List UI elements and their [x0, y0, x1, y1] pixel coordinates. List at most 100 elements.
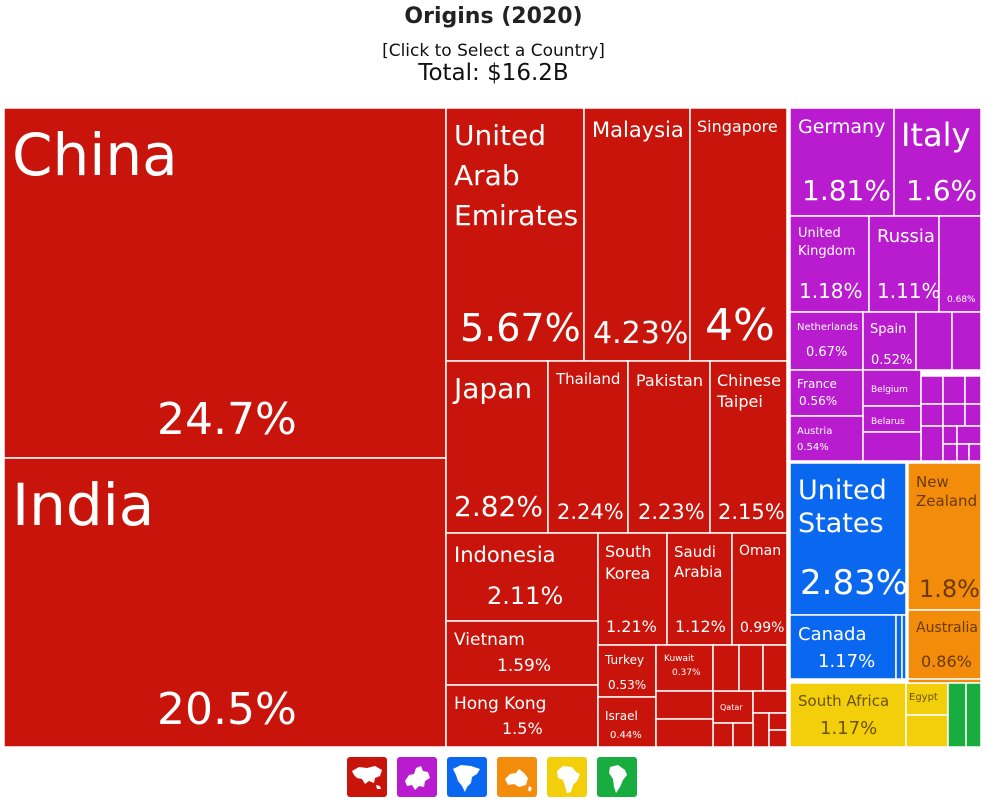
- legend-south-america[interactable]: [597, 757, 637, 797]
- tile-small-30[interactable]: [947, 682, 967, 748]
- tile-small-21[interactable]: [956, 425, 982, 445]
- legend-africa[interactable]: [547, 757, 587, 797]
- tile-malaysia[interactable]: [583, 107, 691, 362]
- tile-pakistan[interactable]: [627, 360, 711, 534]
- tile-austria[interactable]: [789, 415, 864, 462]
- tile-chinese-taipei[interactable]: [709, 360, 788, 534]
- tile-spain[interactable]: [862, 311, 917, 371]
- tile-label-malaysia: Malaysia: [592, 118, 684, 142]
- tile-italy[interactable]: [893, 107, 982, 217]
- tile-small-6[interactable]: [768, 729, 788, 748]
- tile-hong-kong[interactable]: [445, 684, 599, 748]
- tile-small-14[interactable]: [942, 375, 966, 405]
- tile-small-7[interactable]: [712, 722, 734, 748]
- tile-small-23[interactable]: [956, 443, 970, 462]
- tile-label-united-arab-emirates: Emirates: [454, 199, 578, 232]
- tile-label-canada: Canada: [798, 624, 867, 645]
- tile-small-27[interactable]: [901, 614, 907, 680]
- tile-india[interactable]: [3, 457, 447, 748]
- tile-value-turkey: 0.53%: [608, 678, 646, 692]
- tile-label-netherlands: Netherlands: [797, 322, 858, 333]
- tile-label-israel: Israel: [605, 709, 638, 723]
- tile-value-indonesia: 2.11%: [487, 582, 563, 610]
- tile-label-vietnam: Vietnam: [454, 630, 525, 650]
- tile-small-10[interactable]: [655, 718, 714, 748]
- tile-belgium[interactable]: [862, 369, 922, 407]
- tile-label-italy: Italy: [901, 116, 970, 154]
- tile-israel[interactable]: [597, 696, 657, 748]
- tile-small-24[interactable]: [968, 443, 982, 462]
- legend-asia[interactable]: [347, 757, 387, 797]
- tile-label-south-africa: South Africa: [798, 692, 889, 710]
- tile-label-south-korea: South: [605, 542, 652, 561]
- tile-label-saudi-arabia: Saudi: [674, 543, 716, 561]
- tile-value-vietnam: 1.59%: [497, 656, 551, 676]
- tile-russia[interactable]: [868, 215, 940, 313]
- tile-small-17[interactable]: [942, 403, 966, 427]
- tile-small-16[interactable]: [920, 403, 944, 427]
- tile-small-8[interactable]: [732, 722, 754, 748]
- legend-oceania[interactable]: [497, 757, 537, 797]
- tile-netherlands[interactable]: [789, 311, 864, 371]
- tile-small-20[interactable]: [942, 425, 958, 445]
- tile-small-2[interactable]: [762, 644, 788, 692]
- tile-small-22[interactable]: [942, 443, 958, 462]
- tile-oman[interactable]: [731, 532, 788, 646]
- tile-label-new-zealand: Zealand: [916, 492, 977, 510]
- tile-canada[interactable]: [789, 614, 897, 680]
- tile-small-3[interactable]: [752, 690, 788, 714]
- tile-small-18[interactable]: [964, 403, 982, 427]
- tile-value-south-korea: 1.21%: [606, 617, 657, 636]
- tile-label-russia: Russia: [877, 226, 935, 247]
- tile-value-united-states: 2.83%: [800, 563, 908, 603]
- tile-value-spain: 0.52%: [871, 353, 912, 368]
- tile-united-states[interactable]: [789, 462, 907, 616]
- legend-europe[interactable]: [397, 757, 437, 797]
- tile-united-arab-emirates[interactable]: [445, 107, 585, 362]
- tile-value-kuwait: 0.37%: [672, 668, 701, 678]
- tile-small-9[interactable]: [655, 690, 714, 720]
- tile-label-belgium: Belgium: [871, 385, 908, 395]
- tile-value-russia: 1.11%: [877, 279, 941, 303]
- tile-small-29[interactable]: [905, 714, 949, 748]
- tile-unlabeled-23[interactable]: [938, 215, 982, 313]
- tile-small-12[interactable]: [951, 311, 982, 371]
- legend-north-america[interactable]: [447, 757, 487, 797]
- tile-small-11[interactable]: [915, 311, 953, 371]
- tile-singapore[interactable]: [689, 107, 788, 362]
- tile-small-13[interactable]: [920, 375, 944, 405]
- tile-value-austria: 0.54%: [797, 442, 829, 453]
- tile-small-4[interactable]: [752, 712, 770, 748]
- tile-small-26[interactable]: [895, 614, 903, 680]
- tile-saudi-arabia[interactable]: [666, 532, 733, 646]
- tile-south-africa[interactable]: [789, 682, 907, 748]
- tile-kuwait[interactable]: [655, 644, 714, 692]
- tile-label-new-zealand: New: [916, 473, 949, 491]
- tile-label-australia: Australia: [916, 620, 978, 636]
- tile-value-india: 20.5%: [157, 684, 297, 735]
- tile-south-korea[interactable]: [597, 532, 668, 646]
- tile-small-25[interactable]: [862, 431, 922, 462]
- tile-label-united-states: States: [798, 508, 884, 539]
- select-country-link[interactable]: [Click to Select a Country]: [382, 41, 605, 61]
- tile-label-belarus: Belarus: [871, 417, 905, 427]
- africa-map-icon: [557, 766, 580, 793]
- tile-small-31[interactable]: [965, 682, 982, 748]
- tile-small-28[interactable]: [907, 678, 982, 684]
- tile-value-france: 0.56%: [799, 394, 837, 408]
- tile-label-united-arab-emirates: Arab: [454, 159, 520, 192]
- tile-label-united-kingdom: Kingdom: [798, 244, 856, 259]
- tile-small-5[interactable]: [768, 712, 788, 731]
- tile-small-1[interactable]: [738, 644, 764, 692]
- total-label: Total: $16.2B: [418, 60, 569, 86]
- tile-indonesia[interactable]: [445, 532, 599, 622]
- asia-map-icon: [352, 766, 382, 789]
- tile-small-19[interactable]: [920, 425, 944, 462]
- tile-value-china: 24.7%: [157, 394, 297, 445]
- tile-small-15[interactable]: [964, 375, 982, 405]
- tile-label-china: China: [12, 121, 178, 189]
- tile-small-0[interactable]: [712, 644, 740, 692]
- tile-value-pakistan: 2.23%: [638, 500, 705, 524]
- tile-belarus[interactable]: [862, 405, 922, 433]
- tile-label-oman: Oman: [739, 543, 781, 559]
